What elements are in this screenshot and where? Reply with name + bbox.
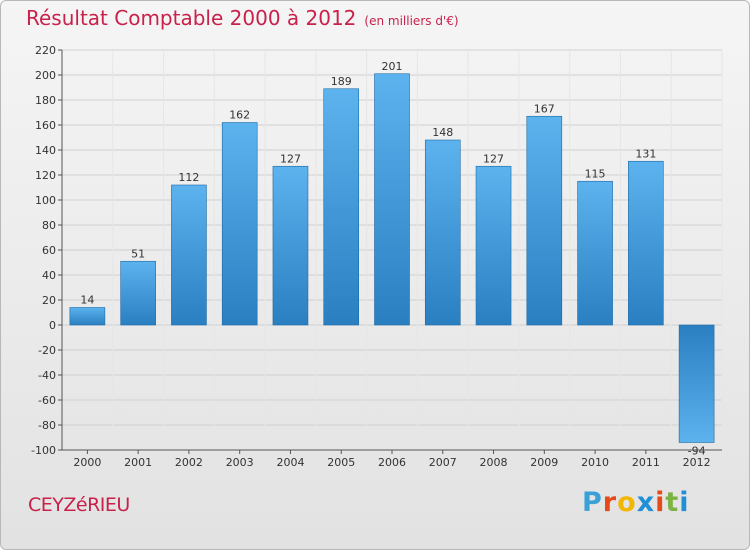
logo-letter: t (665, 487, 680, 518)
bar-2000 (69, 307, 106, 326)
x-tick-label: 2002 (175, 456, 203, 469)
bar-2008 (475, 165, 512, 326)
y-tick-label: 40 (42, 269, 56, 282)
y-tick-label: 180 (35, 94, 56, 107)
logo-letter: x (636, 487, 656, 518)
y-tick-label: 0 (49, 319, 56, 332)
bar-2011 (628, 160, 664, 326)
value-label: 115 (585, 167, 606, 180)
x-tick-label: 2006 (378, 456, 406, 469)
bar-2003 (221, 122, 258, 326)
value-label: 127 (280, 152, 301, 165)
logo-letter: o (617, 487, 637, 518)
value-label: 148 (432, 126, 453, 139)
bar-2002 (171, 184, 207, 326)
x-tick-label: 2005 (327, 456, 355, 469)
value-label: 127 (483, 152, 504, 165)
x-tick-label: 2012 (683, 456, 711, 469)
value-label: 51 (131, 247, 145, 260)
logo-letter: i (679, 487, 690, 518)
x-tick-label: 2009 (530, 456, 558, 469)
value-label: 189 (331, 75, 352, 88)
chart-title: Résultat Comptable 2000 à 2012 (en millie… (26, 6, 459, 30)
value-label: 162 (229, 109, 250, 122)
bar-2009 (526, 115, 563, 326)
y-tick-label: 60 (42, 244, 56, 257)
y-tick-label: 140 (35, 144, 56, 157)
y-tick-label: 160 (35, 119, 56, 132)
y-tick-label: -100 (31, 444, 56, 457)
x-tick-label: 2008 (480, 456, 508, 469)
bar-2005 (323, 88, 360, 326)
bar-2010 (577, 180, 613, 326)
value-label: 167 (534, 102, 555, 115)
y-tick-label: 220 (35, 44, 56, 57)
axes: -100 -80 -60 -40 -20 0 20 40 60 80 100 120 140 160 180… (31, 44, 722, 469)
value-label: 201 (382, 60, 403, 73)
value-label: 112 (178, 171, 199, 184)
chart-subtitle: (en milliers d'€) (364, 14, 459, 28)
y-tick-label: -40 (38, 369, 56, 382)
y-tick-label: -80 (38, 419, 56, 432)
bar-2004 (272, 165, 309, 326)
y-tick-label: -20 (38, 344, 56, 357)
x-tick-label: 2000 (73, 456, 101, 469)
bar-2012 (678, 324, 715, 443)
logo-letter: r (602, 487, 618, 518)
y-tick-label: 20 (42, 294, 56, 307)
y-tick-label: -60 (38, 394, 56, 407)
logo-letter: P (582, 487, 603, 518)
x-tick-label: 2010 (581, 456, 609, 469)
x-tick-label: 2001 (124, 456, 152, 469)
city-name: CEYZéRIEU (28, 494, 130, 516)
y-tick-label: 200 (35, 69, 56, 82)
value-label: 131 (635, 147, 656, 160)
bar-2001 (120, 260, 156, 326)
bar-2007 (424, 139, 461, 326)
chart-title-text: Résultat Comptable 2000 à 2012 (26, 6, 357, 30)
x-tick-label: 2007 (429, 456, 457, 469)
logo-letter: i (655, 487, 666, 518)
value-label: 14 (80, 294, 94, 307)
x-tick-label: 2003 (226, 456, 254, 469)
proxiti-logo: Proxiti (582, 487, 690, 518)
y-tick-label: 80 (42, 219, 56, 232)
bar-2006 (374, 73, 410, 326)
y-tick-label: 100 (35, 194, 56, 207)
x-tick-label: 2011 (632, 456, 660, 469)
y-tick-label: 120 (35, 169, 56, 182)
x-tick-label: 2004 (276, 456, 304, 469)
